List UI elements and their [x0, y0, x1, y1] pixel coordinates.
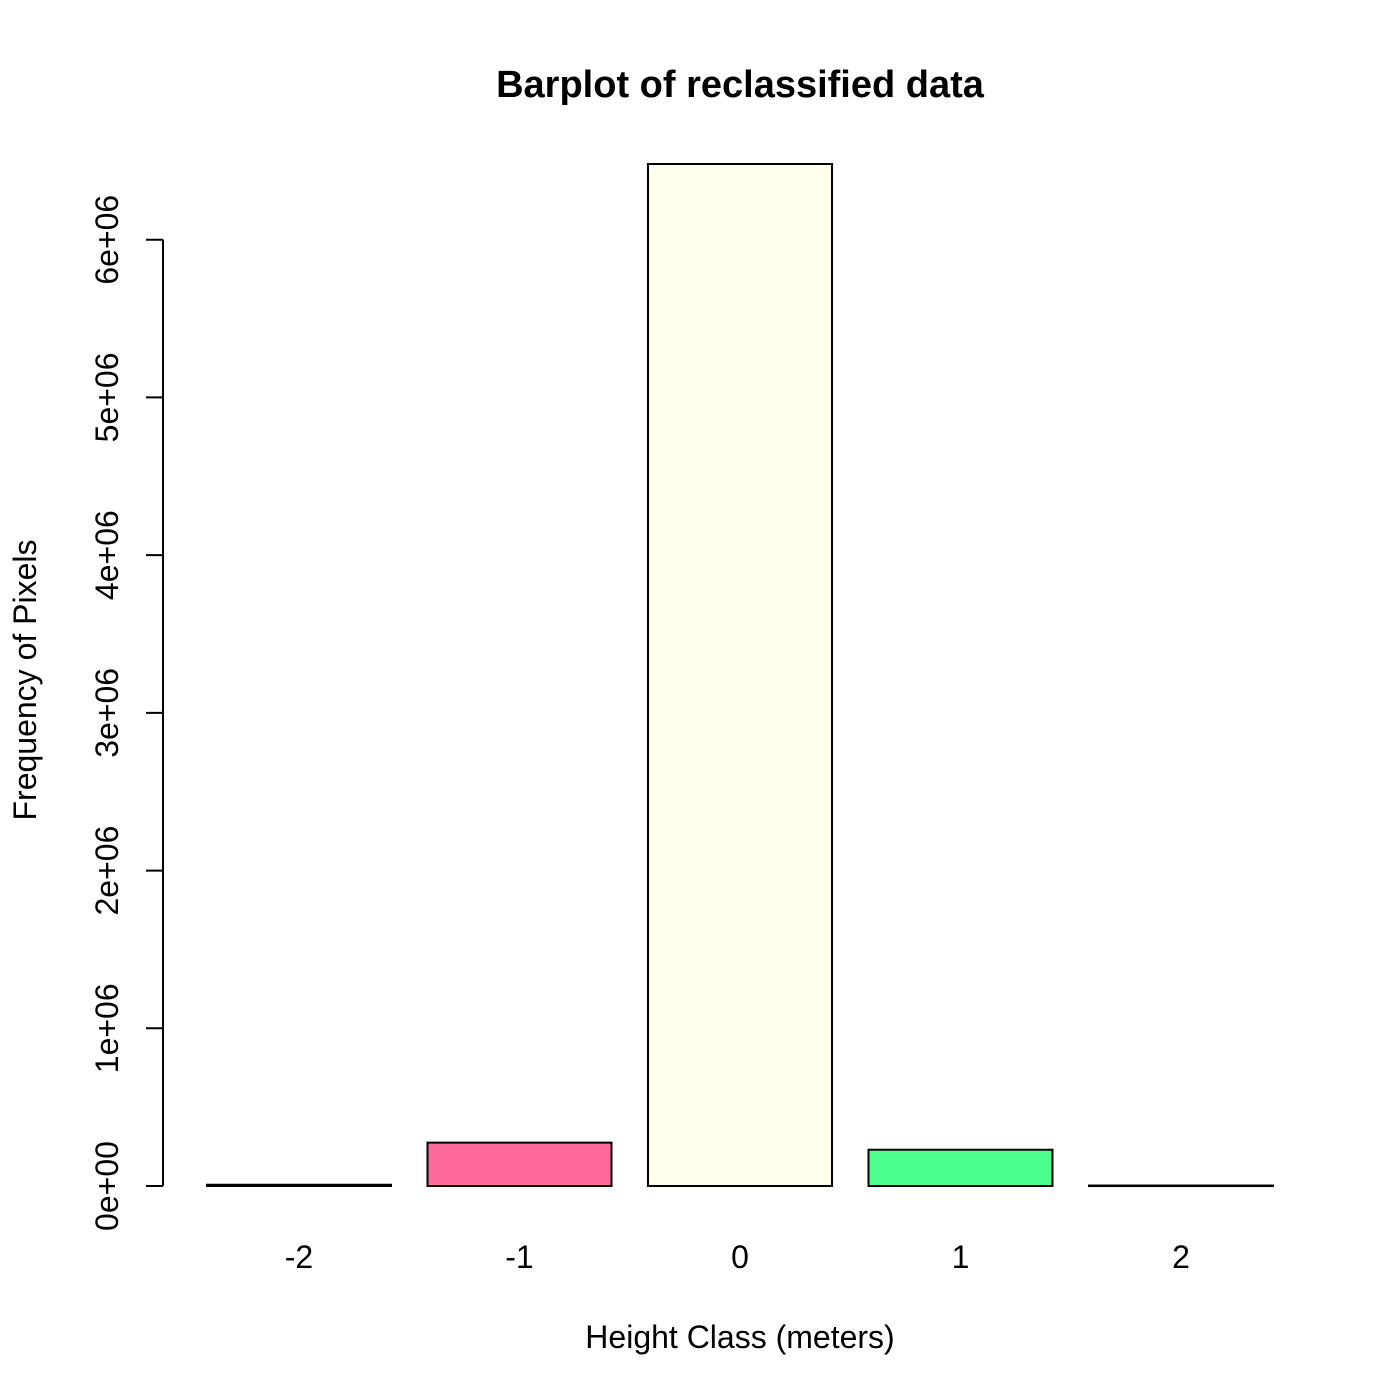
y-axis: 0e+00 1e+06 2e+06 3e+06 4e+06 5e+06 6e+06: [89, 195, 164, 1231]
y-tick-label: 5e+06: [89, 352, 125, 442]
bar--1: [426, 1141, 613, 1187]
y-tick-label: 1e+06: [89, 983, 125, 1073]
bars-group: [206, 163, 1274, 1188]
chart-title: Barplot of reclassified data: [496, 64, 985, 106]
bar-0: [647, 163, 833, 1187]
x-tick-label: 2: [1172, 1239, 1190, 1275]
bar-2: [1088, 1184, 1274, 1188]
y-tick-label: 3e+06: [89, 668, 125, 758]
bar--2: [206, 1183, 392, 1188]
bar-1: [867, 1148, 1054, 1188]
x-axis-labels: -2 -1 0 1 2: [285, 1239, 1190, 1275]
y-tick-label: 0e+00: [89, 1141, 125, 1231]
x-tick-label: 1: [952, 1239, 970, 1275]
y-tick-label: 4e+06: [89, 510, 125, 600]
x-tick-label: -2: [285, 1239, 313, 1275]
y-axis-title: Frequency of Pixels: [7, 539, 43, 820]
x-tick-label: -1: [505, 1239, 533, 1275]
y-tick-label: 2e+06: [89, 826, 125, 916]
y-tick-label: 6e+06: [89, 195, 125, 285]
x-axis-title: Height Class (meters): [585, 1319, 894, 1355]
x-tick-label: 0: [731, 1239, 749, 1275]
